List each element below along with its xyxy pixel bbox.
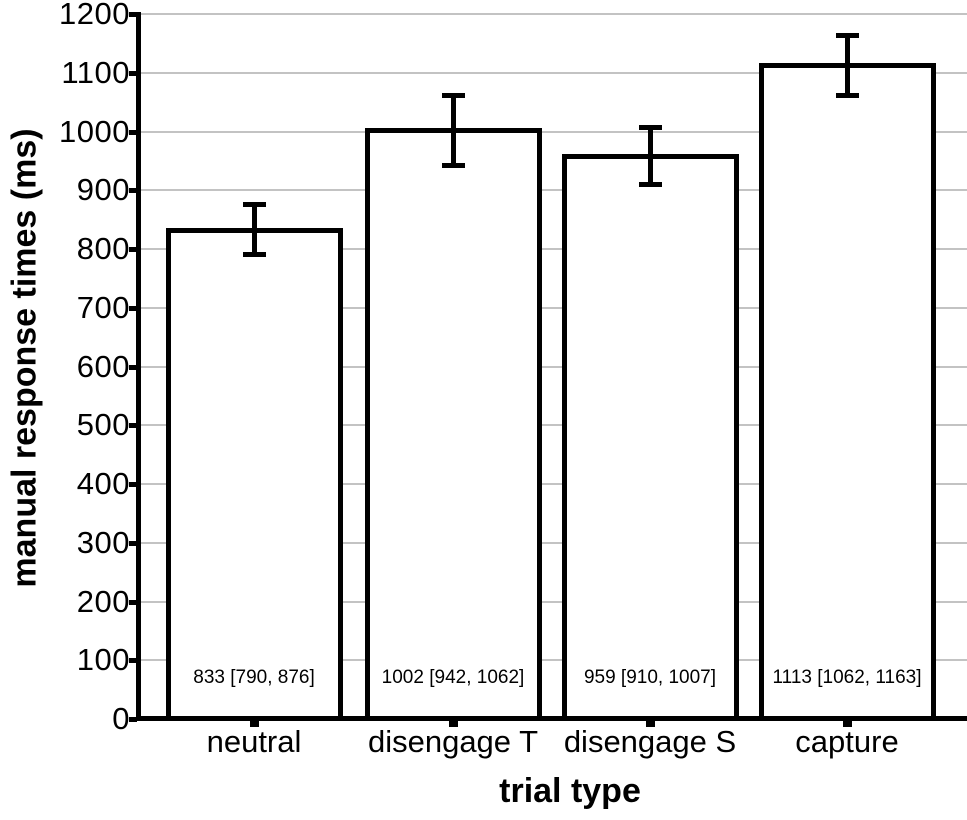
error-bar-cap-bottom bbox=[638, 181, 662, 187]
y-tick-label: 400 bbox=[76, 466, 130, 501]
bar-disengage-s bbox=[561, 153, 739, 721]
x-tick-label-capture: capture bbox=[795, 724, 899, 759]
y-axis-tick bbox=[129, 12, 137, 17]
gridline bbox=[141, 130, 967, 133]
gridline bbox=[141, 306, 967, 309]
y-tick-label: 500 bbox=[76, 407, 130, 443]
error-bar-line-neutral bbox=[251, 204, 257, 255]
y-tick-label: 200 bbox=[76, 583, 130, 619]
y-tick-label: 1100 bbox=[61, 54, 130, 90]
y-axis-tick bbox=[129, 423, 137, 429]
x-axis-line bbox=[136, 716, 967, 721]
bar-value-label-disengage-s: 959 [910, 1007] bbox=[583, 667, 717, 688]
error-bar-line-disengage-t bbox=[450, 95, 456, 166]
y-tick-label: 700 bbox=[76, 289, 130, 325]
x-tick-label-disengage-s: disengage S bbox=[563, 724, 737, 759]
y-tick-label: 300 bbox=[76, 524, 130, 560]
y-axis-tick bbox=[129, 247, 137, 252]
y-axis-tick bbox=[129, 482, 137, 487]
gridline bbox=[141, 483, 967, 485]
y-axis-tick bbox=[129, 599, 137, 605]
gridline bbox=[141, 71, 967, 74]
y-axis-tick bbox=[129, 188, 137, 194]
error-bar-cap-bottom bbox=[242, 252, 266, 258]
y-axis-title: manual response times (ms) bbox=[5, 128, 44, 588]
bar-value-label-capture: 1113 [1062, 1163] bbox=[772, 667, 922, 688]
gridline bbox=[141, 659, 967, 662]
error-bar-line-disengage-s bbox=[647, 127, 653, 185]
bar-capture bbox=[758, 63, 936, 721]
y-axis-tick bbox=[129, 129, 137, 135]
y-axis-line bbox=[136, 12, 141, 721]
y-axis-tick bbox=[129, 540, 137, 546]
y-axis-tick bbox=[129, 658, 137, 664]
gridline bbox=[141, 600, 967, 603]
gridline bbox=[141, 541, 967, 544]
y-tick-label: 800 bbox=[76, 231, 130, 266]
y-tick-label: 900 bbox=[76, 172, 130, 208]
gridline bbox=[141, 365, 967, 368]
error-bar-cap-top bbox=[835, 33, 859, 39]
bar-disengage-t bbox=[364, 128, 542, 721]
x-tick-label-disengage-t: disengage T bbox=[367, 724, 539, 759]
y-axis-tick bbox=[129, 305, 137, 311]
error-bar-cap-bottom bbox=[835, 92, 859, 98]
bar-value-label-disengage-t: 1002 [942, 1062] bbox=[381, 667, 525, 688]
y-tick-label: 1000 bbox=[59, 113, 130, 149]
y-axis-tick bbox=[129, 717, 137, 722]
error-bar-line-capture bbox=[844, 35, 850, 96]
x-axis-tick bbox=[645, 721, 655, 727]
y-axis-tick bbox=[129, 70, 137, 76]
x-axis-tick bbox=[249, 721, 259, 727]
y-tick-label: 600 bbox=[76, 348, 130, 384]
y-axis-tick bbox=[129, 364, 137, 370]
gridline bbox=[141, 424, 967, 427]
gridline bbox=[141, 13, 967, 15]
y-tick-label: 100 bbox=[76, 642, 130, 678]
bar-neutral bbox=[165, 227, 343, 721]
gridline bbox=[141, 248, 967, 250]
error-bar-cap-bottom bbox=[441, 163, 465, 169]
error-bar-cap-top bbox=[242, 201, 266, 207]
error-bar-cap-top bbox=[441, 92, 465, 98]
x-axis-tick bbox=[842, 721, 852, 727]
error-bar-cap-top bbox=[638, 124, 662, 130]
x-axis-title: trial type bbox=[499, 772, 641, 810]
gridline bbox=[141, 189, 967, 192]
y-tick-label: 1200 bbox=[59, 0, 130, 31]
y-tick-label: 0 bbox=[112, 701, 130, 736]
x-tick-label-neutral: neutral bbox=[206, 724, 302, 759]
x-axis-tick bbox=[448, 721, 458, 727]
bar-value-label-neutral: 833 [790, 876] bbox=[193, 667, 315, 688]
